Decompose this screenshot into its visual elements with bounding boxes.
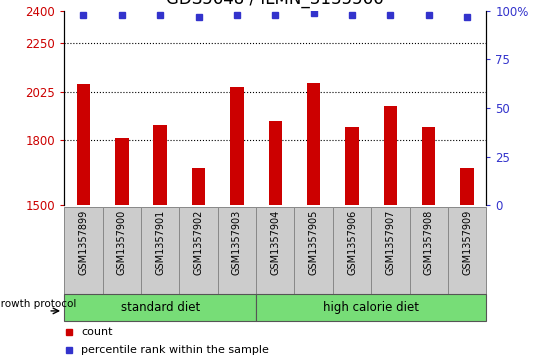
Text: GSM1357909: GSM1357909 (462, 209, 472, 275)
Bar (115, 138, 129, 205)
Bar (256, 294, 486, 321)
Bar (64, 294, 256, 321)
Bar (383, 106, 397, 205)
Bar (103, 207, 141, 294)
Bar (295, 207, 333, 294)
Bar (179, 207, 218, 294)
Text: standard diet: standard diet (121, 301, 200, 314)
Text: GSM1357908: GSM1357908 (424, 209, 434, 275)
Bar (371, 207, 410, 294)
Bar (192, 168, 205, 205)
Bar (448, 207, 486, 294)
Bar (154, 125, 167, 205)
Text: GSM1357907: GSM1357907 (385, 209, 395, 275)
Bar (410, 207, 448, 294)
Text: high calorie diet: high calorie diet (323, 301, 419, 314)
Bar (256, 207, 295, 294)
Text: growth protocol: growth protocol (0, 298, 77, 309)
Bar (333, 207, 371, 294)
Text: GSM1357905: GSM1357905 (309, 209, 319, 275)
Bar (345, 127, 359, 205)
Bar (307, 83, 320, 205)
Text: GSM1357904: GSM1357904 (271, 209, 280, 275)
Bar (461, 168, 474, 205)
Text: GSM1357902: GSM1357902 (193, 209, 203, 275)
Text: GSM1357903: GSM1357903 (232, 209, 242, 275)
Bar (141, 207, 179, 294)
Bar (268, 121, 282, 205)
Text: GSM1357901: GSM1357901 (155, 209, 165, 275)
Text: count: count (81, 327, 113, 337)
Bar (218, 207, 256, 294)
Bar (77, 84, 90, 205)
Bar (64, 207, 103, 294)
Title: GDS5648 / ILMN_3135566: GDS5648 / ILMN_3135566 (167, 0, 384, 8)
Text: GSM1357899: GSM1357899 (78, 209, 88, 275)
Bar (230, 87, 244, 205)
Text: GSM1357900: GSM1357900 (117, 209, 127, 275)
Text: GSM1357906: GSM1357906 (347, 209, 357, 275)
Bar (422, 127, 435, 205)
Text: percentile rank within the sample: percentile rank within the sample (81, 345, 269, 355)
